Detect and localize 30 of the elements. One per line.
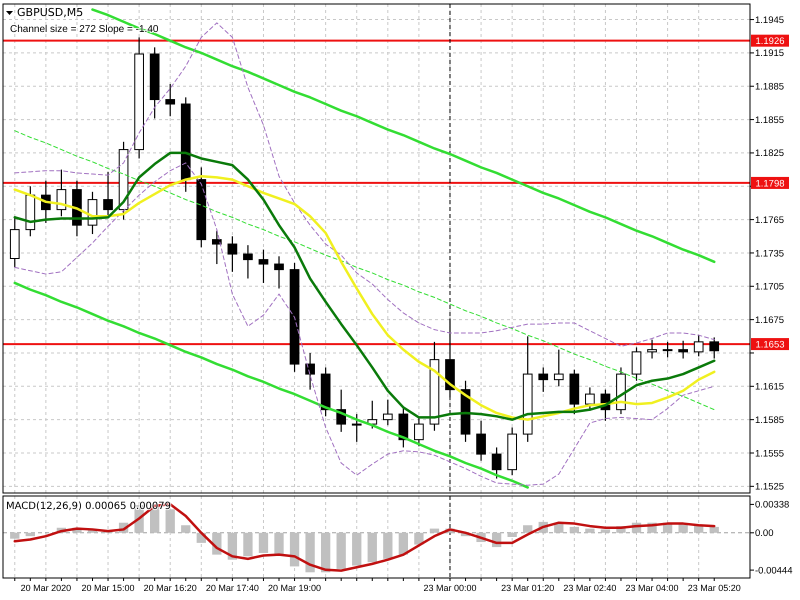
y-tick-label: 1.1915 bbox=[755, 48, 784, 60]
x-tick-label: 23 Mar 00:00 bbox=[423, 583, 477, 593]
y-tick-label: -0.00444 bbox=[755, 565, 793, 576]
x-tick-label: 20 Mar 17:40 bbox=[206, 583, 259, 593]
ref-line-label: 1.1926 bbox=[755, 36, 785, 47]
x-tick-label: 23 Mar 05:20 bbox=[688, 583, 741, 593]
y-tick-label: 1.1945 bbox=[755, 14, 784, 26]
y-tick-label: 1.1615 bbox=[755, 382, 784, 393]
ref-line-label: 1.1798 bbox=[755, 178, 785, 190]
chart-title: GBPUSD,M5 bbox=[17, 6, 84, 19]
y-tick-label: 1.1735 bbox=[755, 248, 784, 260]
y-tick-label: 1.1855 bbox=[755, 114, 784, 126]
y-tick-label: 1.1585 bbox=[755, 414, 784, 426]
y-tick-label: 1.1825 bbox=[755, 148, 784, 160]
y-tick-label: 0.00338 bbox=[755, 500, 790, 511]
x-tick-label: 20 Mar 2020 bbox=[20, 583, 72, 593]
x-tick-label: 23 Mar 04:00 bbox=[626, 583, 679, 593]
x-tick-label: 20 Mar 19:00 bbox=[268, 583, 322, 593]
y-tick-label: 1.1555 bbox=[755, 448, 784, 460]
y-tick-label: 1.1885 bbox=[755, 82, 784, 93]
x-tick-label: 20 Mar 16:20 bbox=[144, 583, 197, 593]
ref-line-label: 1.1653 bbox=[755, 339, 785, 350]
y-tick-label: 0.00 bbox=[755, 528, 774, 540]
x-tick-label: 20 Mar 15:00 bbox=[82, 583, 135, 593]
y-tick-label: 1.1765 bbox=[755, 214, 784, 226]
x-tick-label: 23 Mar 01:20 bbox=[501, 583, 554, 593]
y-tick-label: 1.1705 bbox=[755, 282, 784, 293]
y-tick-label: 1.1525 bbox=[755, 482, 784, 493]
x-tick-label: 23 Mar 02:40 bbox=[563, 583, 616, 593]
y-tick-label: 1.1675 bbox=[755, 314, 784, 326]
